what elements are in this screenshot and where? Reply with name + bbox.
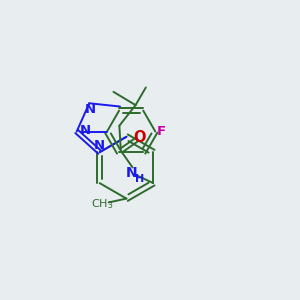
- Text: N: N: [85, 103, 96, 116]
- Text: N: N: [94, 139, 105, 152]
- Text: N: N: [125, 166, 137, 180]
- Text: H: H: [135, 174, 144, 184]
- Text: CH$_3$: CH$_3$: [91, 197, 113, 211]
- Text: O: O: [134, 130, 146, 145]
- Text: N: N: [80, 124, 91, 137]
- Text: F: F: [157, 125, 167, 138]
